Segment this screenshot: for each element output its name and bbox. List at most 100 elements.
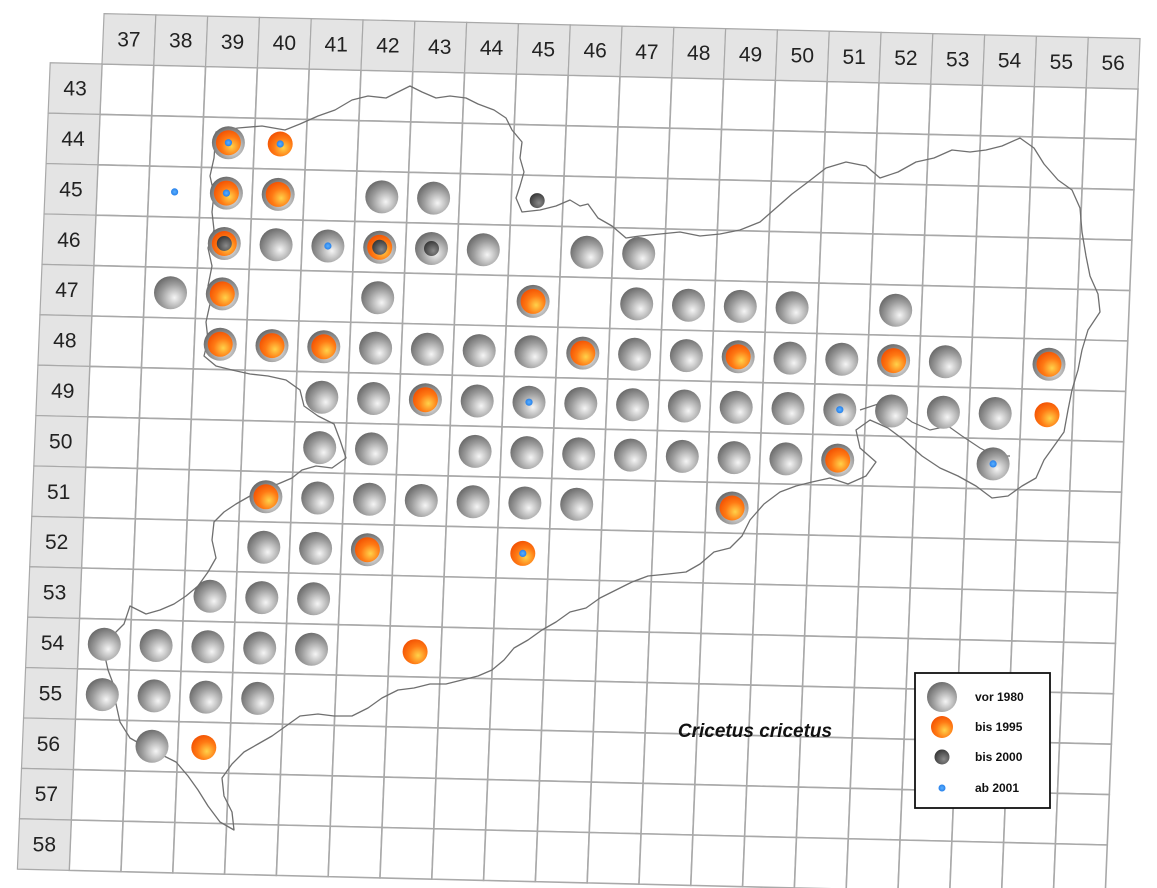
grid-cell	[546, 528, 603, 582]
marker-bis1995	[570, 340, 596, 366]
grid-cell	[793, 836, 850, 888]
column-label: 40	[273, 32, 296, 55]
grid-cell	[1023, 287, 1079, 341]
occurrence-marker	[618, 337, 652, 371]
grid-cell	[240, 419, 296, 474]
grid-cell	[797, 735, 854, 790]
occurrence-marker	[769, 442, 803, 476]
grid-cell	[186, 468, 242, 523]
grid-cell	[130, 568, 186, 622]
occurrence-marker	[512, 385, 546, 419]
column-label: 37	[117, 28, 140, 51]
grid-cell	[202, 65, 259, 119]
marker-bis1995	[311, 334, 337, 360]
grid-cell	[969, 336, 1025, 390]
occurrence-marker	[295, 632, 328, 666]
occurrence-marker	[879, 293, 913, 327]
grid-cell	[718, 128, 775, 182]
marker-bis1995	[354, 537, 380, 563]
row-header: 44	[45, 112, 101, 166]
grid-cell	[698, 632, 754, 686]
marker-vor1980	[410, 332, 444, 366]
legend-label-bis2000: bis 2000	[975, 750, 1023, 764]
grid-cell	[766, 230, 822, 284]
grid-cell	[973, 235, 1030, 289]
grid-cell	[743, 785, 800, 839]
grid-cell	[90, 264, 147, 319]
marker-ab2001	[525, 398, 533, 406]
grid-cell	[596, 579, 653, 633]
grid-cell	[493, 577, 549, 631]
occurrence-marker	[456, 485, 490, 519]
marker-vor1980	[193, 579, 227, 613]
grid-cell	[662, 228, 719, 282]
grid-cell	[395, 423, 452, 477]
occurrence-marker	[402, 639, 428, 665]
occurrence-marker	[614, 438, 647, 472]
marker-vor1980	[825, 342, 859, 376]
grid-cell	[486, 728, 543, 782]
marker-vor1980	[773, 341, 807, 375]
marker-vor1980	[154, 276, 187, 310]
occurrence-marker	[415, 232, 448, 265]
grid-cell	[977, 134, 1034, 189]
column-header: 42	[360, 19, 416, 73]
grid-cell	[507, 224, 563, 278]
grid-cell	[1071, 389, 1127, 443]
marker-vor1980	[665, 439, 699, 473]
grid-cell	[84, 415, 141, 470]
grid-cell	[961, 538, 1017, 592]
marker-bis1995	[1034, 402, 1060, 428]
grid-cell	[227, 722, 284, 776]
grid-cell	[971, 286, 1028, 340]
marker-vor1980	[562, 437, 596, 471]
grid-cell	[600, 478, 657, 533]
grid-cell	[78, 567, 135, 621]
grid-cell	[664, 177, 721, 232]
grid-cell	[190, 368, 246, 422]
grid-cell	[95, 163, 151, 218]
grid-cell	[279, 723, 336, 777]
marker-vor1980	[295, 632, 328, 666]
marker-vor1980	[417, 181, 451, 215]
occurrence-marker	[363, 230, 397, 264]
occurrence-marker	[307, 330, 341, 364]
grid-cell	[335, 623, 392, 678]
marker-vor1980	[305, 380, 339, 414]
occurrence-marker	[719, 390, 753, 424]
marker-vor1980	[85, 678, 119, 712]
marker-vor1980	[620, 287, 654, 321]
grid-cell	[1083, 86, 1139, 141]
grid-cell	[134, 467, 191, 521]
row-header: 45	[43, 162, 99, 216]
row-label: 51	[47, 481, 70, 504]
column-headers: 37 38 39 40 41 42 43 44 45 46 47 48 49 50 51 52 53 54 55 56	[101, 12, 1141, 90]
marker-vor1980	[771, 392, 805, 425]
region-boundary	[103, 85, 1101, 831]
marker-vor1980	[928, 345, 962, 379]
column-header: 52	[878, 31, 934, 85]
marker-vor1980	[191, 630, 225, 664]
grid-cell	[1000, 841, 1057, 888]
grid-cell	[598, 529, 655, 583]
marker-vor1980	[570, 235, 604, 269]
row-label: 45	[59, 178, 82, 201]
occurrence-marker	[723, 289, 757, 323]
legend-label-vor1980: vor 1980	[975, 690, 1024, 704]
grid-cell	[911, 486, 968, 540]
occurrence-marker	[305, 380, 339, 414]
column-header: 53	[930, 32, 986, 86]
column-label: 53	[946, 48, 969, 71]
occurrence-marker	[717, 441, 751, 475]
column-header: 41	[308, 17, 364, 71]
occurrence-marker	[773, 341, 807, 375]
row-label: 43	[63, 78, 86, 101]
grid-cell	[1058, 691, 1115, 746]
grid-cell	[594, 630, 651, 684]
column-header: 49	[722, 27, 779, 81]
column-label: 47	[635, 41, 658, 64]
grid-cell	[876, 81, 932, 136]
grid-cell	[484, 778, 541, 833]
grid-cell	[88, 315, 145, 369]
column-label: 41	[324, 33, 347, 56]
